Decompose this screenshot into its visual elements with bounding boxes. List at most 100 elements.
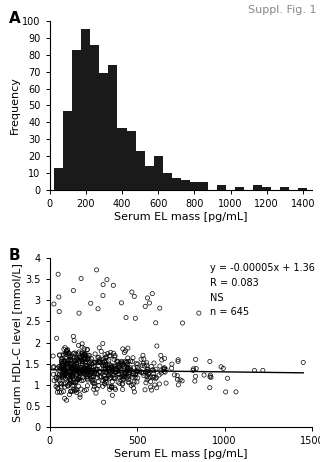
Point (61, 388, 66, 395)
Point (90, 367, 95, 374)
Point (150, 290, 155, 297)
Point (125, 364, 130, 371)
Point (125, 373, 130, 381)
Point (71, 382, 76, 389)
Point (76, 376, 81, 383)
Point (95, 354, 100, 361)
Point (76, 366, 81, 373)
Point (77, 357, 82, 365)
Point (141, 372, 146, 379)
Text: Suppl. Fig. 1: Suppl. Fig. 1 (248, 5, 317, 15)
Point (60, 365, 65, 372)
Point (115, 358, 120, 365)
Point (196, 310, 201, 317)
Point (180, 377, 185, 384)
Point (71, 350, 76, 357)
Point (68, 378, 73, 386)
Point (103, 354, 108, 362)
Point (109, 383, 114, 391)
Point (85, 354, 90, 362)
Point (77, 353, 82, 361)
Point (151, 374, 156, 381)
Point (124, 359, 129, 366)
Point (72, 337, 77, 344)
Bar (217, 185, 226, 190)
Point (76, 368, 82, 375)
Point (113, 369, 118, 376)
Point (87, 371, 92, 379)
Point (77, 370, 82, 377)
Point (146, 375, 151, 382)
Point (61, 352, 66, 359)
Point (73, 356, 78, 364)
Point (64, 347, 69, 355)
Point (62, 344, 68, 351)
Point (68, 388, 74, 395)
Point (55, 385, 60, 392)
Point (125, 367, 130, 375)
Point (149, 386, 154, 394)
Point (116, 361, 122, 369)
Point (65, 368, 70, 376)
Point (72, 349, 77, 357)
Point (65, 346, 70, 353)
Point (68, 380, 73, 387)
Point (125, 378, 131, 385)
Point (108, 369, 113, 376)
Point (103, 375, 108, 382)
Point (63, 380, 68, 387)
Point (68, 357, 73, 364)
Point (225, 375, 230, 382)
Point (56, 293, 61, 301)
Point (68, 377, 73, 384)
Point (162, 368, 167, 375)
Point (103, 369, 108, 376)
Point (81, 369, 86, 377)
Point (164, 379, 169, 387)
Point (111, 362, 116, 370)
Point (81, 377, 86, 384)
Point (140, 368, 145, 376)
Point (66, 352, 71, 359)
Point (113, 366, 118, 373)
Bar (90, 44, 100, 190)
Point (153, 365, 158, 373)
Point (111, 356, 116, 363)
Point (89, 359, 94, 367)
Point (84, 371, 89, 378)
Point (202, 371, 207, 379)
Point (109, 364, 114, 371)
Point (143, 303, 148, 310)
Point (124, 361, 130, 368)
Point (107, 352, 112, 359)
Point (148, 378, 153, 385)
Point (87, 372, 92, 379)
Point (85, 365, 90, 372)
Point (88, 369, 93, 377)
Point (158, 367, 163, 375)
Point (76, 350, 81, 358)
Point (162, 364, 167, 371)
Point (116, 368, 121, 375)
Point (63, 359, 68, 366)
Point (81, 364, 86, 371)
Point (142, 386, 148, 394)
Point (74, 360, 79, 368)
Point (143, 379, 148, 387)
Point (74, 362, 79, 370)
Point (130, 374, 135, 381)
Point (96, 362, 101, 369)
Point (124, 367, 129, 374)
Point (60, 374, 66, 382)
Point (159, 356, 164, 364)
Bar (108, 65, 117, 190)
Point (61, 351, 66, 358)
Point (87, 352, 92, 359)
Bar (145, 166, 154, 190)
Point (70, 372, 75, 379)
Point (65, 371, 70, 379)
Point (102, 372, 107, 380)
Point (59, 356, 64, 363)
Point (79, 349, 84, 357)
Point (77, 391, 83, 398)
